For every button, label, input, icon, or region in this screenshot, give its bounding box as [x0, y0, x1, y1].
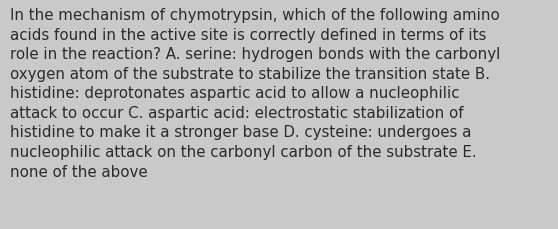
- Text: In the mechanism of chymotrypsin, which of the following amino
acids found in th: In the mechanism of chymotrypsin, which …: [10, 8, 501, 179]
